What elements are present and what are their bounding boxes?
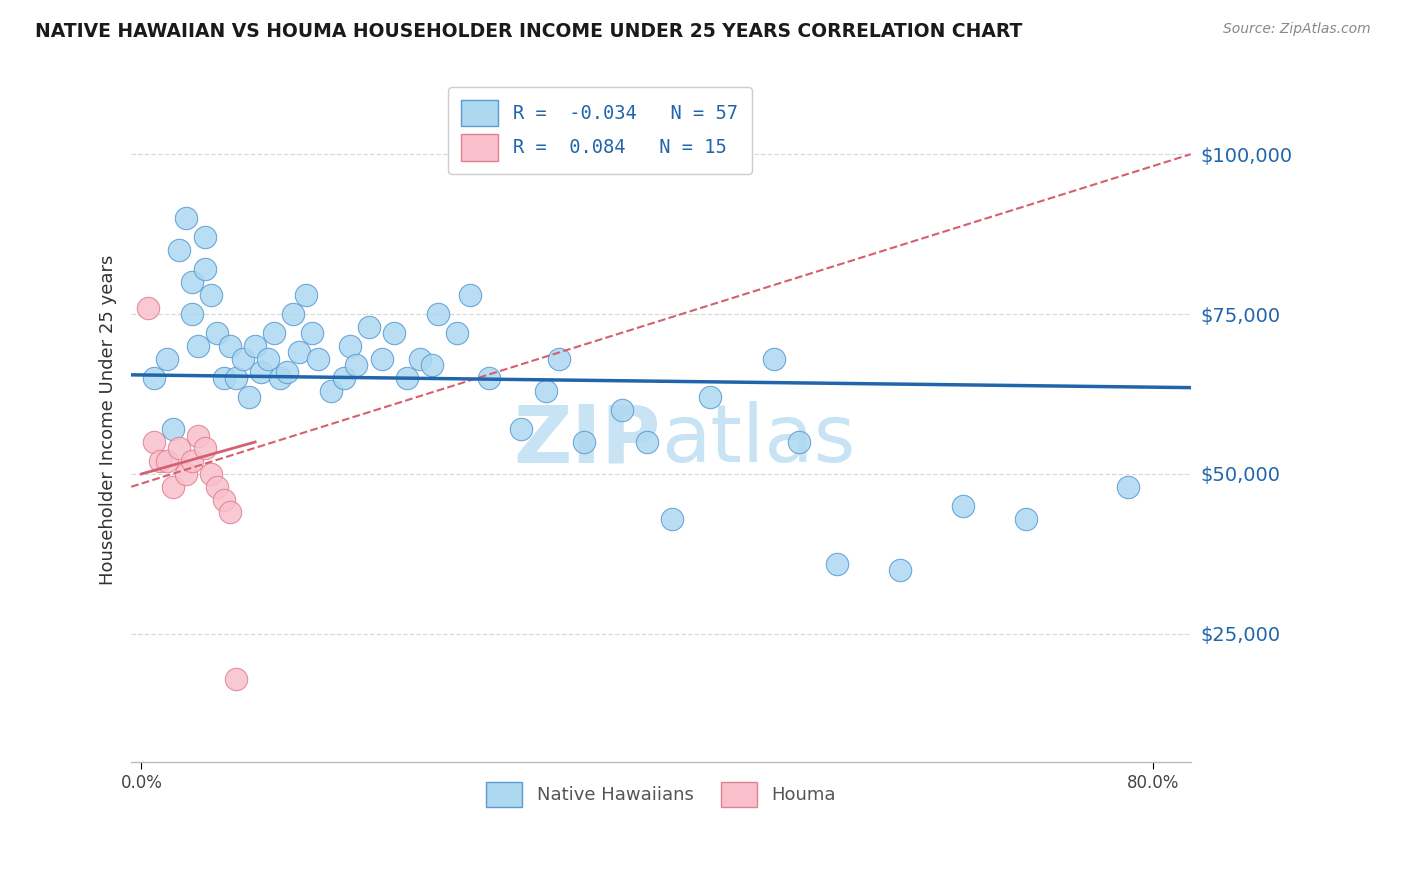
Point bbox=[156, 454, 179, 468]
Point bbox=[169, 243, 191, 257]
Point bbox=[218, 339, 240, 353]
Point bbox=[143, 371, 166, 385]
Point bbox=[408, 351, 430, 366]
Text: ZIP: ZIP bbox=[513, 401, 661, 479]
Point bbox=[281, 307, 304, 321]
Point bbox=[357, 319, 380, 334]
Point bbox=[534, 384, 557, 398]
Point bbox=[162, 422, 184, 436]
Point bbox=[370, 351, 392, 366]
Point bbox=[288, 345, 311, 359]
Point bbox=[181, 307, 204, 321]
Point bbox=[205, 326, 228, 341]
Point bbox=[174, 211, 197, 226]
Point bbox=[344, 358, 367, 372]
Point bbox=[187, 339, 209, 353]
Point bbox=[225, 371, 247, 385]
Point bbox=[181, 454, 204, 468]
Point bbox=[294, 288, 316, 302]
Point bbox=[212, 371, 235, 385]
Point bbox=[661, 512, 683, 526]
Point bbox=[762, 351, 785, 366]
Point bbox=[231, 351, 253, 366]
Legend: Native Hawaiians, Houma: Native Hawaiians, Houma bbox=[479, 774, 844, 814]
Point bbox=[446, 326, 468, 341]
Point bbox=[162, 480, 184, 494]
Point bbox=[458, 288, 481, 302]
Point bbox=[1116, 480, 1139, 494]
Text: NATIVE HAWAIIAN VS HOUMA HOUSEHOLDER INCOME UNDER 25 YEARS CORRELATION CHART: NATIVE HAWAIIAN VS HOUMA HOUSEHOLDER INC… bbox=[35, 22, 1022, 41]
Point bbox=[194, 230, 217, 244]
Text: atlas: atlas bbox=[661, 401, 855, 479]
Point bbox=[200, 467, 222, 481]
Point bbox=[212, 492, 235, 507]
Point bbox=[825, 557, 848, 571]
Point bbox=[238, 390, 260, 404]
Point bbox=[427, 307, 450, 321]
Point bbox=[187, 428, 209, 442]
Point bbox=[636, 435, 658, 450]
Point bbox=[149, 454, 172, 468]
Point bbox=[572, 435, 595, 450]
Point bbox=[169, 442, 191, 456]
Point bbox=[256, 351, 278, 366]
Point bbox=[395, 371, 418, 385]
Point bbox=[478, 371, 501, 385]
Point bbox=[156, 351, 179, 366]
Point bbox=[699, 390, 721, 404]
Point bbox=[1015, 512, 1038, 526]
Point bbox=[301, 326, 323, 341]
Y-axis label: Householder Income Under 25 years: Householder Income Under 25 years bbox=[100, 254, 117, 585]
Point bbox=[250, 365, 273, 379]
Point bbox=[143, 435, 166, 450]
Point bbox=[276, 365, 298, 379]
Point bbox=[382, 326, 405, 341]
Point bbox=[420, 358, 443, 372]
Point bbox=[200, 288, 222, 302]
Point bbox=[610, 403, 633, 417]
Point bbox=[218, 505, 240, 519]
Point bbox=[332, 371, 354, 385]
Point bbox=[205, 480, 228, 494]
Point bbox=[243, 339, 266, 353]
Point bbox=[307, 351, 329, 366]
Point bbox=[225, 672, 247, 686]
Point bbox=[263, 326, 285, 341]
Text: Source: ZipAtlas.com: Source: ZipAtlas.com bbox=[1223, 22, 1371, 37]
Point bbox=[181, 275, 204, 289]
Point bbox=[339, 339, 361, 353]
Point bbox=[952, 499, 974, 513]
Point bbox=[136, 301, 159, 315]
Point bbox=[269, 371, 291, 385]
Point bbox=[547, 351, 569, 366]
Point bbox=[174, 467, 197, 481]
Point bbox=[509, 422, 531, 436]
Point bbox=[787, 435, 810, 450]
Point bbox=[194, 442, 217, 456]
Point bbox=[194, 262, 217, 277]
Point bbox=[889, 563, 911, 577]
Point bbox=[319, 384, 342, 398]
